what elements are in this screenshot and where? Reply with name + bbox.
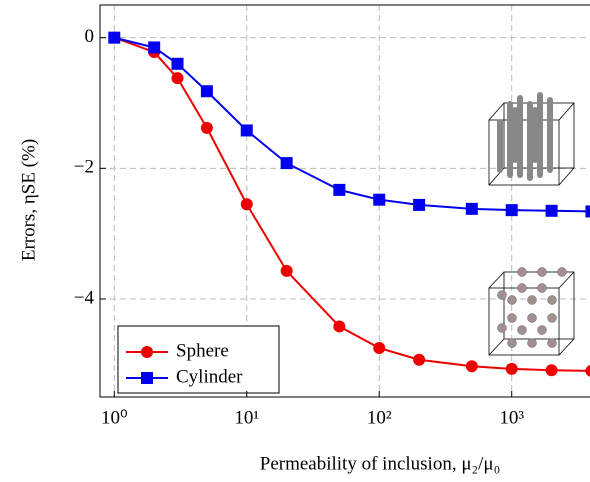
y-axis-label: Errors, ηSE (%) bbox=[18, 139, 39, 261]
marker bbox=[505, 204, 518, 217]
marker bbox=[545, 364, 558, 377]
marker bbox=[545, 204, 558, 217]
x-tick-label: 10² bbox=[367, 407, 392, 428]
marker bbox=[240, 124, 253, 137]
marker bbox=[413, 353, 426, 366]
axes-frame bbox=[99, 4, 590, 398]
x-tick-label: 10⁰ bbox=[101, 407, 128, 428]
marker bbox=[280, 264, 293, 277]
x-tick-label: 10¹ bbox=[234, 407, 259, 428]
marker bbox=[505, 362, 518, 375]
legend-label: Cylinder bbox=[176, 366, 243, 387]
sphere-inset bbox=[488, 267, 575, 356]
marker bbox=[108, 31, 121, 44]
marker bbox=[585, 365, 590, 377]
marker bbox=[373, 342, 386, 354]
marker bbox=[200, 121, 213, 134]
marker bbox=[200, 85, 213, 98]
x-tick-label: 10³ bbox=[499, 407, 524, 428]
marker bbox=[240, 198, 253, 211]
legend-label: Sphere bbox=[176, 340, 229, 361]
legend-marker bbox=[141, 372, 153, 384]
plot-area bbox=[100, 5, 590, 397]
series-line bbox=[113, 36, 590, 372]
y-tick-label: −4 bbox=[74, 287, 95, 308]
legend: Sphere Cylinder bbox=[117, 325, 280, 394]
marker bbox=[413, 198, 426, 211]
marker bbox=[333, 320, 346, 333]
marker bbox=[465, 360, 478, 373]
marker bbox=[148, 41, 161, 54]
legend-marker bbox=[141, 346, 153, 358]
y-tick-label: −2 bbox=[74, 157, 94, 178]
marker bbox=[333, 183, 346, 196]
marker bbox=[585, 205, 590, 218]
marker bbox=[280, 157, 293, 170]
cylinder-inset bbox=[488, 92, 575, 186]
marker bbox=[171, 57, 184, 70]
marker bbox=[373, 193, 386, 206]
marker bbox=[171, 72, 184, 85]
x-axis-label: Permeability of inclusion, μ₂/μ₀ bbox=[260, 453, 500, 474]
marker bbox=[465, 202, 478, 215]
y-tick-label: 0 bbox=[85, 26, 95, 47]
